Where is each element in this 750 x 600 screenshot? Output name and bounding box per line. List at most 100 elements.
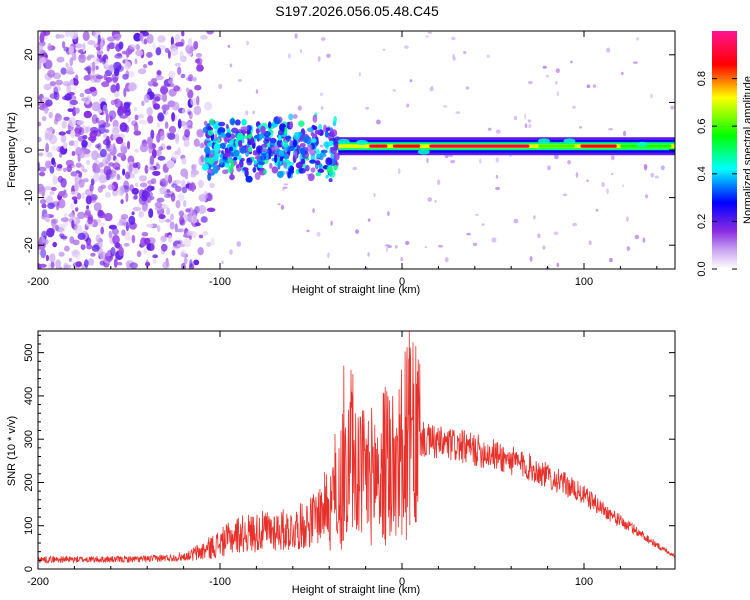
noise-blob — [206, 207, 216, 212]
noise-blob — [150, 242, 155, 252]
noise-blob — [183, 200, 187, 208]
signal-blob — [241, 118, 247, 126]
spectrogram-ytick-label: 10 — [23, 96, 35, 108]
signal-blob — [281, 140, 289, 148]
noise-dot — [252, 110, 256, 115]
noise-blob — [98, 124, 106, 134]
noise-dot — [479, 158, 482, 164]
noise-dot — [245, 110, 249, 116]
noise-blob — [157, 112, 165, 122]
noise-blob — [38, 121, 42, 127]
noise-blob — [50, 186, 57, 192]
noise-blob — [185, 44, 194, 54]
noise-blob — [63, 212, 68, 218]
signal-blob — [267, 147, 272, 156]
colorbar-label: Normalized spectral amplitude — [742, 76, 750, 224]
noise-dot — [463, 51, 467, 55]
noise-blob — [137, 114, 144, 119]
noise-dot — [365, 106, 370, 110]
noise-blob — [174, 150, 179, 155]
signal-blob — [246, 157, 253, 166]
noise-blob — [200, 216, 208, 223]
noise-blob — [84, 259, 89, 268]
noise-blob — [136, 169, 140, 173]
noise-dot — [367, 218, 371, 222]
noise-blob — [93, 202, 102, 212]
noise-dot — [409, 79, 413, 83]
noise-blob — [157, 225, 161, 233]
noise-blob — [151, 78, 157, 83]
noise-blob — [109, 115, 113, 122]
noise-dot — [236, 241, 242, 247]
noise-blob — [183, 238, 192, 248]
carrier-hot-segment — [369, 144, 388, 148]
noise-blob — [63, 116, 70, 121]
noise-blob — [38, 136, 42, 143]
noise-blob — [143, 38, 148, 45]
noise-blob — [122, 222, 130, 226]
noise-dot — [367, 252, 370, 257]
noise-blob — [197, 204, 207, 214]
noise-blob — [109, 64, 114, 73]
colorbar-axes: 0.0 0.2 0.4 0.6 0.8 — [696, 71, 737, 277]
noise-blob — [133, 106, 138, 112]
noise-blob — [158, 146, 164, 151]
noise-dot — [547, 165, 551, 171]
noise-blob — [87, 216, 93, 225]
noise-blob — [68, 117, 77, 127]
snr-plot-area — [38, 331, 675, 569]
signal-blob — [212, 154, 219, 162]
noise-blob — [100, 39, 104, 50]
noise-blob — [106, 36, 116, 42]
noise-blob — [169, 221, 175, 230]
noise-blob — [47, 202, 55, 210]
noise-blob — [112, 234, 120, 245]
noise-blob — [135, 49, 144, 57]
noise-blob — [112, 162, 121, 170]
noise-blob — [119, 122, 128, 133]
noise-blob — [82, 31, 90, 41]
noise-blob — [194, 84, 202, 91]
noise-blob — [111, 126, 120, 136]
noise-blob — [81, 164, 85, 172]
noise-dot — [306, 229, 310, 233]
noise-dot — [436, 179, 441, 186]
noise-blob — [66, 165, 72, 173]
signal-blob — [289, 121, 294, 129]
signal-blob — [260, 143, 268, 149]
noise-blob — [38, 152, 44, 157]
snr-xtick-label: -200 — [27, 576, 49, 588]
noise-blob — [199, 143, 205, 149]
noise-blob — [143, 248, 147, 255]
signal-blob — [284, 126, 288, 135]
snr-ytick-label: 0 — [23, 566, 35, 572]
noise-blob — [56, 56, 65, 63]
signal-blob — [248, 146, 253, 153]
noise-dot — [405, 240, 410, 246]
signal-blob — [219, 158, 224, 165]
signal-blob — [209, 118, 215, 126]
noise-dot — [643, 164, 648, 169]
signal-blob — [318, 124, 323, 131]
noise-blob — [44, 186, 52, 191]
noise-blob — [183, 257, 188, 264]
noise-blob — [170, 192, 176, 202]
noise-dot — [294, 33, 298, 39]
noise-dot — [606, 47, 611, 53]
noise-blob — [113, 258, 118, 268]
noise-dot — [312, 208, 315, 214]
noise-blob — [195, 58, 200, 64]
signal-blob — [229, 174, 235, 181]
noise-blob — [47, 69, 56, 78]
noise-blob — [138, 119, 147, 125]
signal-blob — [326, 165, 334, 174]
noise-blob — [177, 66, 182, 75]
noise-blob — [120, 214, 129, 220]
signal-blob — [307, 173, 315, 182]
noise-blob — [153, 103, 161, 110]
noise-blob — [168, 125, 177, 134]
noise-dot — [300, 49, 302, 53]
noise-blob — [149, 155, 155, 166]
noise-blob — [41, 116, 47, 122]
noise-dot — [495, 157, 499, 163]
